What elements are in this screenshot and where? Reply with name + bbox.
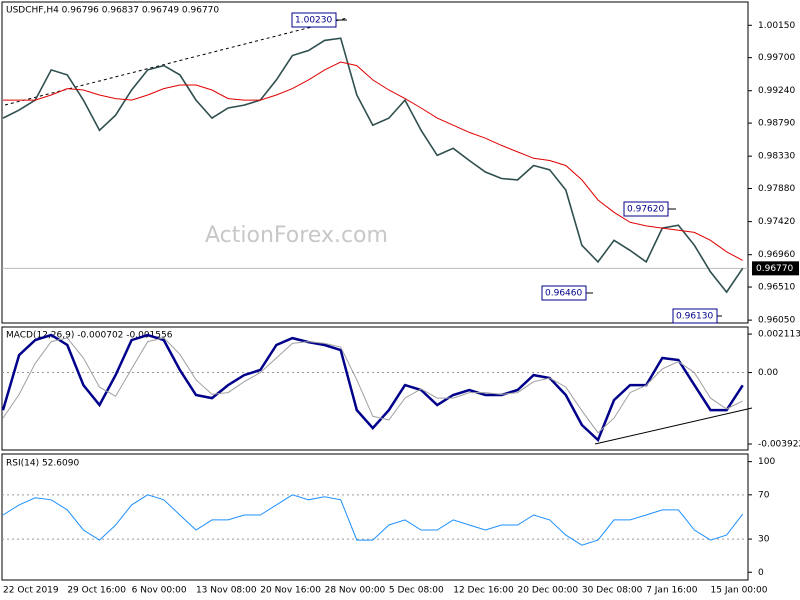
y-tick-label: 1.00150 xyxy=(758,21,795,31)
series-line xyxy=(3,61,743,261)
y-tick-label: 0.99700 xyxy=(758,53,795,63)
annotation-label: 0.96130 xyxy=(676,312,713,322)
y-tick-label: 70 xyxy=(758,490,770,500)
series-line xyxy=(2,337,743,434)
y-tick-label: 0.99240 xyxy=(758,86,795,96)
x-tick-label: 7 Jan 16:00 xyxy=(646,586,698,596)
macd-title: MACD(12,26,9) -0.000702 -0.001556 xyxy=(6,331,173,341)
last-price-label: 0.96770 xyxy=(756,264,793,274)
y-tick-label: 0.00 xyxy=(758,368,778,378)
y-tick-label: 0.96960 xyxy=(758,250,795,260)
x-tick-label: 13 Nov 08:00 xyxy=(196,586,257,596)
trend-line xyxy=(4,17,348,106)
x-tick-label: 12 Dec 16:00 xyxy=(453,586,514,596)
x-tick-label: 20 Nov 16:00 xyxy=(260,586,321,596)
x-tick-label: 6 Nov 00:00 xyxy=(132,586,187,596)
rsi-title: RSI(14) 52.6090 xyxy=(6,459,79,469)
x-tick-label: 30 Dec 08:00 xyxy=(582,586,643,596)
x-tick-label: 5 Dec 08:00 xyxy=(389,586,444,596)
y-tick-label: 100 xyxy=(758,457,775,467)
y-tick-label: 30 xyxy=(758,535,770,545)
y-tick-label: -0.003922 xyxy=(758,440,800,450)
series-line xyxy=(2,494,744,546)
price-panel xyxy=(1,1,749,324)
series-line xyxy=(1,333,744,443)
annotation-box xyxy=(623,201,669,217)
y-tick-label: 0.002113 xyxy=(758,330,800,340)
annotation-box xyxy=(291,12,337,28)
macd-panel xyxy=(1,326,749,451)
y-tick-label: 0.97420 xyxy=(758,217,795,227)
y-tick-label: 0 xyxy=(758,568,764,578)
last-price-box xyxy=(752,261,799,276)
y-tick-label: 0.96510 xyxy=(758,283,795,293)
y-tick-label: 0.96050 xyxy=(758,316,795,326)
annotation-label: 1.00230 xyxy=(295,16,332,26)
y-tick-label: 0.98790 xyxy=(758,119,795,129)
y-tick-label: 0.98330 xyxy=(758,152,795,162)
x-tick-label: 20 Dec 00:00 xyxy=(518,586,579,596)
annotation-box xyxy=(541,285,587,301)
x-tick-label: 28 Nov 00:00 xyxy=(325,586,386,596)
watermark: ActionForex.com xyxy=(205,223,388,248)
series-line xyxy=(2,37,744,294)
y-tick-label: 0.97880 xyxy=(758,184,795,194)
x-tick-label: 22 Oct 2019 xyxy=(3,586,59,596)
x-tick-label: 15 Jan 00:00 xyxy=(711,586,768,596)
annotation-label: 0.96460 xyxy=(545,289,582,299)
annotation-box xyxy=(672,308,718,324)
price-title: USDCHF,H4 0.96796 0.96837 0.96749 0.9677… xyxy=(6,6,219,16)
macd-trend-line xyxy=(594,407,753,445)
rsi-panel xyxy=(1,453,749,581)
x-tick-label: 29 Oct 16:00 xyxy=(67,586,126,596)
annotation-label: 0.97620 xyxy=(627,205,664,215)
